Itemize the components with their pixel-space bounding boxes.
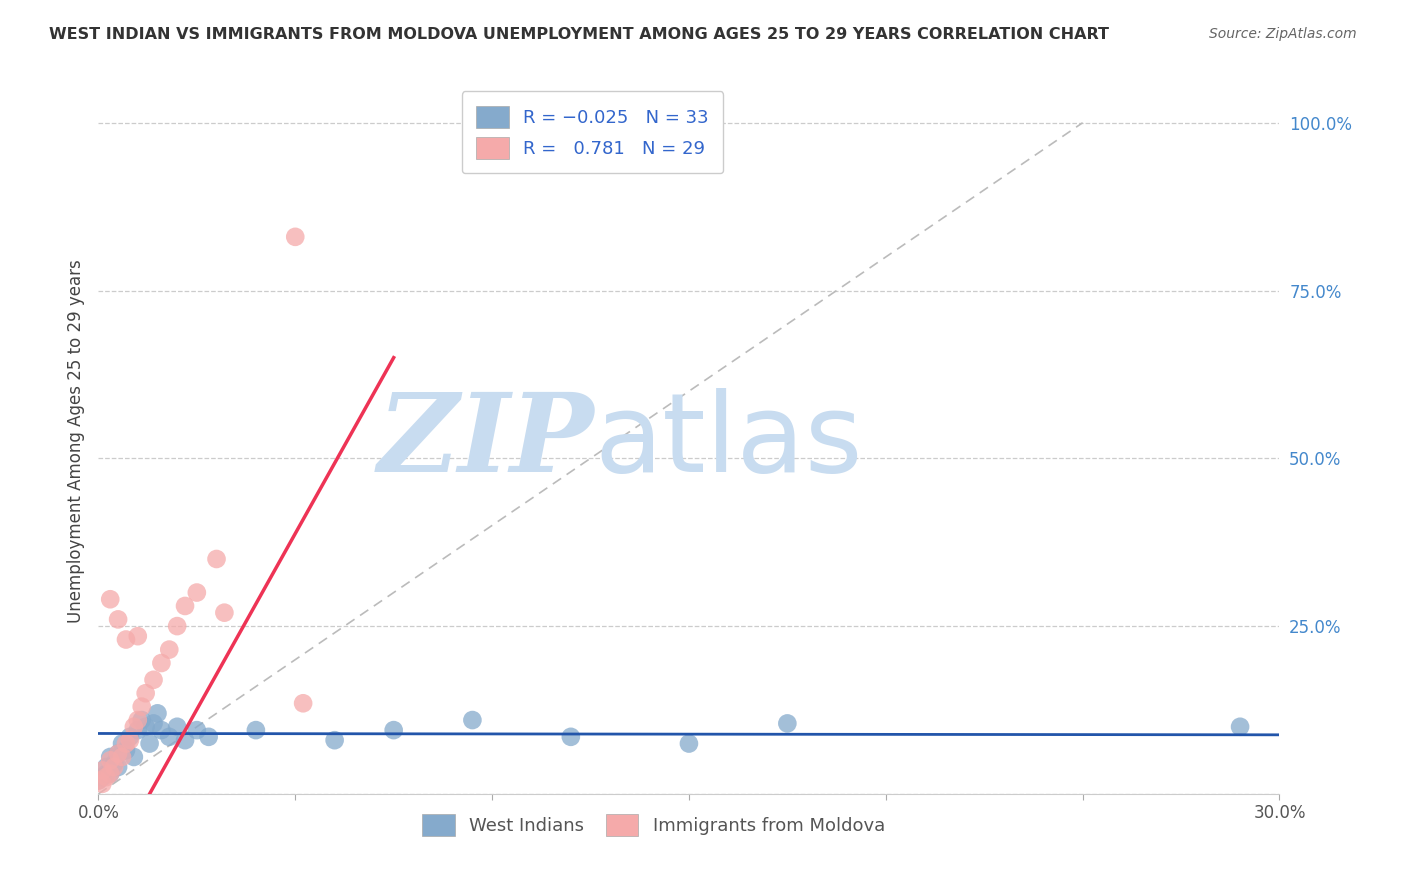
Point — [96, 770, 118, 784]
Point — [138, 737, 160, 751]
Point — [382, 723, 405, 738]
Point — [91, 764, 114, 778]
Point — [186, 723, 208, 738]
Point — [245, 723, 267, 738]
Text: Source: ZipAtlas.com: Source: ZipAtlas.com — [1209, 27, 1357, 41]
Y-axis label: Unemployment Among Ages 25 to 29 years: Unemployment Among Ages 25 to 29 years — [66, 260, 84, 624]
Point — [174, 599, 197, 613]
Point — [98, 766, 121, 780]
Point — [131, 713, 153, 727]
Point — [103, 760, 125, 774]
Point — [107, 612, 129, 626]
Point — [115, 632, 138, 647]
Point — [98, 750, 121, 764]
Point — [111, 750, 134, 764]
Point — [87, 773, 110, 788]
Point — [186, 585, 208, 599]
Point — [131, 699, 153, 714]
Point — [142, 673, 165, 687]
Point — [115, 743, 138, 757]
Point — [197, 730, 219, 744]
Point — [107, 747, 129, 761]
Point — [98, 766, 121, 780]
Point — [98, 753, 121, 767]
Point — [91, 777, 114, 791]
Point — [87, 773, 110, 788]
Point — [91, 770, 114, 784]
Point — [146, 706, 169, 721]
Point — [127, 629, 149, 643]
Point — [157, 642, 180, 657]
Point — [461, 713, 484, 727]
Point — [127, 713, 149, 727]
Point — [122, 720, 145, 734]
Text: WEST INDIAN VS IMMIGRANTS FROM MOLDOVA UNEMPLOYMENT AMONG AGES 25 TO 29 YEARS CO: WEST INDIAN VS IMMIGRANTS FROM MOLDOVA U… — [49, 27, 1109, 42]
Point — [96, 760, 118, 774]
Point — [98, 592, 121, 607]
Point — [166, 720, 188, 734]
Point — [107, 747, 129, 761]
Point — [118, 733, 141, 747]
Point — [142, 716, 165, 731]
Point — [214, 606, 236, 620]
Point — [135, 720, 157, 734]
Point — [1229, 720, 1251, 734]
Point — [157, 730, 180, 744]
Point — [174, 733, 197, 747]
Legend: West Indians, Immigrants from Moldova: West Indians, Immigrants from Moldova — [409, 801, 897, 848]
Point — [776, 716, 799, 731]
Point — [122, 750, 145, 764]
Point — [292, 696, 315, 710]
Point — [323, 733, 346, 747]
Point — [678, 737, 700, 751]
Point — [135, 686, 157, 700]
Point — [205, 552, 228, 566]
Point — [103, 756, 125, 771]
Point — [150, 723, 173, 738]
Text: atlas: atlas — [595, 388, 863, 495]
Point — [111, 737, 134, 751]
Text: ZIP: ZIP — [378, 388, 595, 495]
Point — [115, 737, 138, 751]
Point — [118, 730, 141, 744]
Point — [284, 230, 307, 244]
Point — [166, 619, 188, 633]
Point — [96, 766, 118, 780]
Point — [127, 723, 149, 738]
Point — [107, 760, 129, 774]
Point — [560, 730, 582, 744]
Point — [150, 656, 173, 670]
